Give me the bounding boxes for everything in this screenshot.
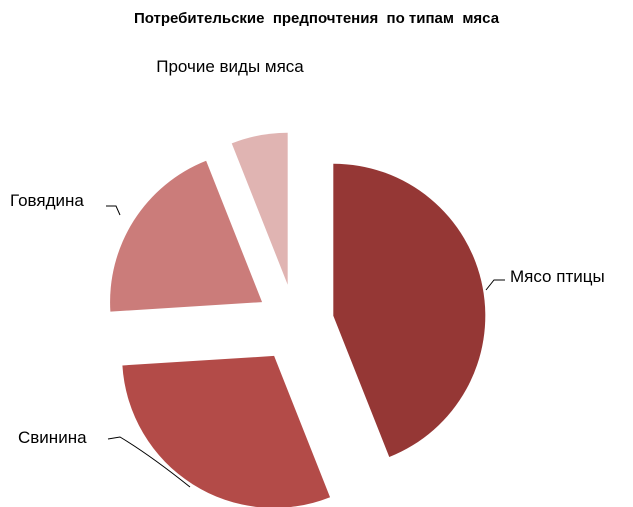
- slice-label: Мясо птицы: [510, 267, 605, 286]
- pie-slice: [122, 355, 331, 507]
- slice-label: Прочие виды мяса: [156, 57, 304, 76]
- slice-label: Говядина: [10, 191, 84, 210]
- pie-slice: [231, 132, 288, 285]
- slice-label: Свинина: [18, 428, 87, 447]
- pie-slice: [333, 163, 486, 458]
- leader-line: [106, 205, 121, 216]
- pie-slice: [110, 160, 263, 312]
- leader-line: [485, 279, 505, 291]
- leader-line: [107, 436, 191, 488]
- chart-title: Потребительские предпочтения по типам мя…: [133, 10, 500, 27]
